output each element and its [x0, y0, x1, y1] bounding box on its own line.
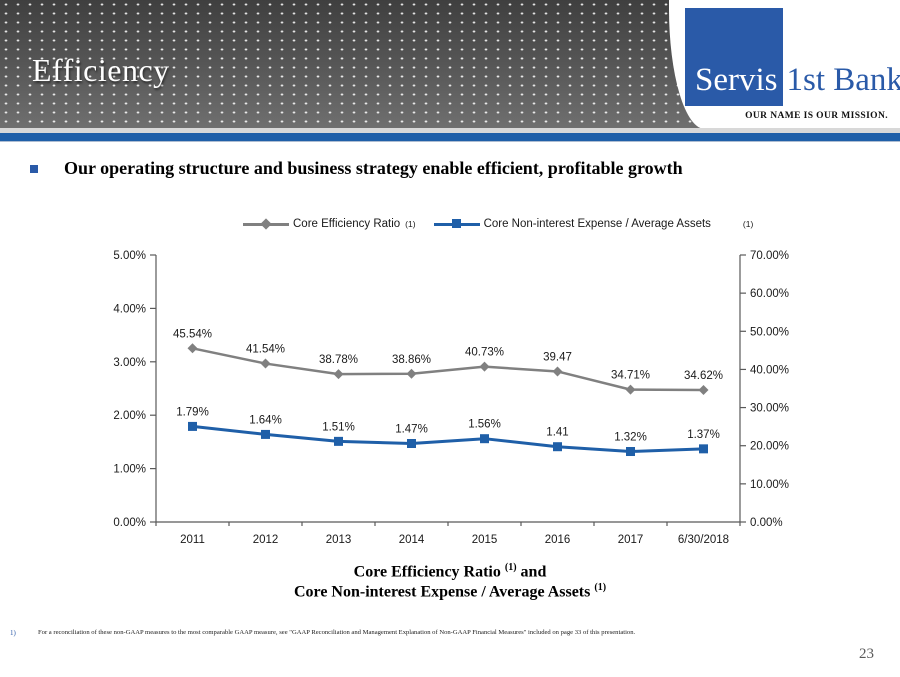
data-point-square [626, 447, 635, 457]
x-tick-label: 6/30/2018 [678, 534, 729, 546]
svg-text:3.00%: 3.00% [113, 357, 146, 369]
svg-text:70.00%: 70.00% [750, 250, 789, 262]
data-point-diamond [625, 384, 636, 395]
svg-text:40.00%: 40.00% [750, 364, 789, 376]
data-point-diamond [187, 343, 198, 354]
data-point-square [480, 434, 489, 444]
x-tick-label: 2012 [253, 534, 279, 546]
bullet-row: Our operating structure and business str… [30, 158, 870, 179]
data-point-diamond [479, 361, 490, 372]
divider-gray [0, 128, 900, 133]
data-label: 45.54% [173, 328, 212, 340]
svg-text:60.00%: 60.00% [750, 288, 789, 300]
x-tick-label: 2014 [399, 534, 425, 546]
legend-label: Core Non-interest Expense / Average Asse… [483, 218, 711, 230]
data-point-diamond [260, 358, 271, 369]
data-point-square [261, 429, 270, 439]
svg-text:0.00%: 0.00% [750, 517, 783, 529]
series-core-non-interest-expense-average-assets: 1.79% 1.64% 1.51% 1.47% 1.56% 1.41 1.32% 1.37% [176, 406, 720, 457]
data-label: 38.86% [392, 354, 431, 366]
legend-footnote-ref: (1) [742, 219, 754, 229]
x-tick-label: 2017 [618, 534, 644, 546]
data-label: 1.64% [249, 414, 282, 426]
chart-title-line1: Core Efficiency Ratio (1) and [353, 562, 547, 581]
data-label: 1.51% [322, 421, 355, 433]
x-tick-label: 2011 [180, 534, 205, 546]
chart-title-line2: Core Non-interest Expense / Average Asse… [293, 582, 607, 601]
svg-text:5.00%: 5.00% [113, 250, 146, 262]
data-point-diamond [406, 368, 417, 379]
chart-legend: Core Efficiency Ratio (1) Core Non-inter… [243, 218, 753, 230]
x-tick-label: 2016 [545, 534, 571, 546]
divider-blue [0, 133, 900, 141]
data-point-diamond [552, 366, 563, 377]
data-label: 1.32% [614, 432, 647, 444]
footnote: 1) For a reconciliation of these non-GAA… [10, 629, 870, 637]
data-label: 1.56% [468, 419, 501, 431]
line-chart: 0.00% 1.00% 2.00% 3.00% 4.00% 5.00% 0.00% 10.00… [113, 250, 789, 546]
legend-swatch-gray-diamond [243, 218, 289, 230]
data-point-square [699, 444, 708, 454]
svg-text:30.00%: 30.00% [750, 403, 789, 415]
data-label: 41.54% [246, 344, 285, 356]
data-point-diamond [333, 369, 344, 380]
logo-servis-text: Servis [685, 8, 783, 106]
x-tick-label: 2015 [472, 534, 498, 546]
legend-item-core-noninterest-expense: Core Non-interest Expense / Average Asse… [433, 218, 754, 230]
svg-text:20.00%: 20.00% [750, 441, 789, 453]
data-point-square [553, 442, 562, 452]
svg-text:10.00%: 10.00% [750, 479, 789, 491]
logo-tagline: OUR NAME IS OUR MISSION. [745, 111, 888, 121]
data-point-square [188, 421, 197, 431]
svg-text:2.00%: 2.00% [113, 410, 146, 422]
data-label: 34.62% [684, 370, 723, 382]
page-title: Efficiency [32, 52, 170, 88]
data-label: 1.79% [176, 406, 209, 418]
bullet-icon [30, 165, 38, 173]
divider-shadow [0, 141, 900, 142]
page-number: 23 [859, 646, 874, 662]
x-axis: 2011 2012 2013 2014 2015 2016 2017 6/30/2018 [155, 522, 741, 546]
data-label: 38.78% [319, 354, 358, 366]
data-label: 39.47 [543, 351, 572, 363]
data-label: 34.71% [611, 370, 650, 382]
y-axis-left: 0.00% 1.00% 2.00% 3.00% 4.00% 5.00% [113, 250, 156, 529]
data-label: 40.73% [465, 347, 504, 359]
logo-bank-text: 1st Bank [786, 62, 900, 98]
svg-text:4.00%: 4.00% [113, 303, 146, 315]
footnote-marker: 1) [10, 629, 16, 637]
svg-text:1.00%: 1.00% [113, 464, 146, 476]
bullet-text: Our operating structure and business str… [64, 158, 683, 178]
legend-swatch-blue-square [433, 219, 480, 230]
data-label: 1.47% [395, 424, 428, 436]
data-point-square [407, 439, 416, 449]
legend-footnote-ref: (1) [405, 219, 416, 229]
y-axis-right: 0.00% 10.00% 20.00% 30.00% 40.00% 50.00% 60.00… [740, 250, 789, 529]
data-point-diamond [698, 384, 709, 395]
svg-text:50.00%: 50.00% [750, 326, 789, 338]
data-point-square [334, 436, 343, 446]
svg-text:0.00%: 0.00% [113, 517, 146, 529]
series-core-efficiency-ratio: 45.54% 41.54% 38.78% 38.86% 40.73% 39.47 34.71… [173, 328, 723, 395]
x-tick-label: 2013 [326, 534, 352, 546]
footnote-text: For a reconciliation of these non-GAAP m… [38, 629, 636, 636]
legend-label: Core Efficiency Ratio [293, 218, 401, 230]
data-label: 1.41 [546, 427, 568, 439]
chart-title: Core Efficiency Ratio (1) and Core Non-i… [0, 562, 900, 603]
legend-item-core-efficiency-ratio: Core Efficiency Ratio (1) [243, 218, 416, 230]
data-label: 1.37% [687, 429, 720, 441]
